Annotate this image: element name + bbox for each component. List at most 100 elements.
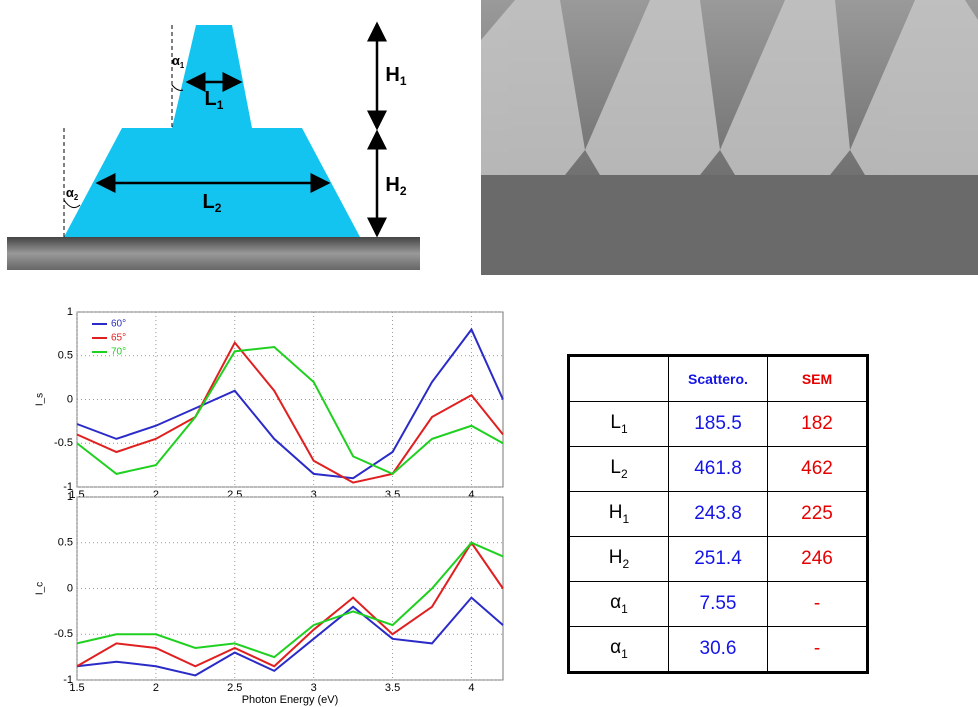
structure-diagram [7,21,420,270]
value-cell: 30.6 [668,626,768,673]
y-tick-label: 1 [67,306,73,318]
value-cell: 251.4 [668,536,768,582]
value-cell: 243.8 [668,491,768,537]
value-cell: - [767,581,868,627]
value-cell: - [767,626,868,673]
diagram-label: L2 [203,191,222,215]
label-subscript: 2 [215,201,222,215]
data-line [76,345,504,476]
y-axis-label: I_s [35,393,46,406]
comparison-table: Scattero. SEM L1 185.5 182 L2 461.8 462 H1 243.… [567,354,869,674]
data-line [76,327,504,480]
value-cell: 182 [767,401,868,447]
label-subscript: 2 [74,193,79,202]
row-label: α1 [568,626,669,673]
y-tick-label: -0.5 [54,628,73,640]
label-text: L [610,412,621,434]
header-cell: Scattero. [668,355,768,402]
y-tick-label: 0.5 [58,350,73,362]
table-row: L1 185.5 182 [568,401,868,447]
value-cell: 461.8 [668,446,768,492]
data-line [76,340,504,484]
header-cell: SEM [767,355,868,402]
table-row: H2 251.4 246 [568,536,868,582]
sem-image [481,0,978,275]
table-row: α1 30.6- [568,626,868,673]
label-text: α [172,53,180,68]
table-row: α1 7.55- [568,581,868,627]
table-row: L2 461.8 462 [568,446,868,492]
label-subscript: 1 [180,61,185,70]
x-tick-label: 2 [153,489,159,501]
y-tick-label: 1 [67,491,73,503]
header-row: Scattero. SEM [568,355,868,402]
x-tick-label: 2.5 [227,682,242,694]
data-line [76,541,504,659]
label-text: α [610,592,622,614]
diagram-label: H1 [385,64,406,88]
data-line [76,540,504,668]
label-subscript: 1 [621,646,628,661]
legend-label: 65° [111,333,126,344]
label-subscript: 1 [621,601,628,616]
sem-ridges [481,0,978,175]
y-tick-label: 0 [67,582,73,594]
y-tick-label: -1 [63,481,73,493]
label-subscript: 1 [217,98,224,112]
label-subscript: 1 [400,74,407,88]
row-label: L1 [568,401,669,447]
x-tick-label: 2 [153,682,159,694]
label-text: H [608,502,623,524]
label-subscript: 1 [622,511,630,526]
y-tick-label: 0 [67,393,73,405]
label-text: H [385,174,399,196]
value-cell: 462 [767,446,868,492]
x-tick-label: 3 [311,489,317,501]
value-cell: 246 [767,536,868,582]
value-cell: 225 [767,491,868,537]
label-text: H [608,547,623,569]
legend-label: 60° [111,319,126,330]
angle-arc [171,84,184,91]
label-subscript: 2 [620,466,628,481]
x-tick-label: 4 [468,489,474,501]
diagram-label: α1 [172,53,185,70]
label-subscript: 1 [620,421,628,436]
row-label: L2 [568,446,669,492]
y-tick-label: -0.5 [54,437,73,449]
label-text: L [610,457,621,479]
y-axis-label: I_c [35,582,46,595]
corner-cell [568,355,669,402]
y-tick-label: 0.5 [58,537,73,549]
row-label: α1 [568,581,669,627]
label-text: α [66,185,74,200]
x-tick-label: 3.5 [385,682,400,694]
upper-trapezoid [172,25,252,128]
x-axis-label: Photon Energy (eV) [242,694,339,706]
row-label: H1 [568,491,669,537]
label-text: α [610,637,622,659]
diagram-label: α2 [66,185,79,202]
angle-arc [63,199,81,209]
label-subscript: 2 [622,556,630,571]
data-line [76,596,504,677]
table-row: H1 243.8 225 [568,491,868,537]
y-tick-label: -1 [63,674,73,686]
legend-label: 70° [111,347,126,358]
label-text: L [205,88,217,110]
diagram-label: L1 [205,88,224,112]
label-text: L [203,191,215,213]
x-tick-label: 1.5 [69,682,84,694]
label-text: H [385,64,399,86]
x-tick-label: 3 [311,682,317,694]
diagram-label: H2 [385,174,406,198]
row-label: H2 [568,536,669,582]
x-tick-label: 4 [468,682,474,694]
label-subscript: 2 [400,184,407,198]
substrate [7,237,420,270]
value-cell: 185.5 [668,401,768,447]
sem-substrate [481,175,978,275]
value-cell: 7.55 [668,581,768,627]
